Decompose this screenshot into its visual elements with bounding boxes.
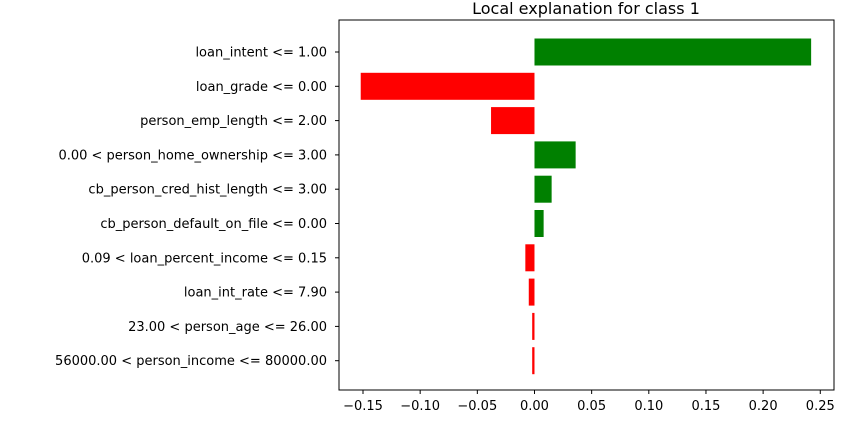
x-tick-label: −0.15: [343, 399, 383, 414]
y-tick-labels: loan_intent <= 1.00 loan_grade <= 0.00 per…: [55, 46, 339, 369]
bar: [532, 312, 535, 340]
bar: [491, 107, 535, 135]
x-tick-label: −0.05: [457, 399, 497, 414]
y-tick-label: person_emp_length <= 2.00: [140, 114, 327, 129]
x-tick-label: 0.20: [749, 399, 778, 414]
x-tick-label: 0.15: [691, 399, 720, 414]
bar: [534, 38, 812, 66]
bar: [525, 244, 535, 272]
x-axis-ticks: −0.15 −0.10 −0.05 0.00 0.05 0.10 0.15 0.20 0.25: [343, 390, 835, 414]
plot-frame: [338, 19, 835, 391]
y-tick-label: cb_person_cred_hist_length <= 3.00: [88, 183, 327, 198]
x-tick-label: 0.05: [577, 399, 606, 414]
y-tick-label: loan_intent <= 1.00: [195, 46, 327, 61]
x-tick-label: 0.25: [806, 399, 835, 414]
x-tick-label: 0.00: [520, 399, 549, 414]
y-tick-label: cb_person_default_on_file <= 0.00: [100, 217, 327, 232]
bar: [360, 72, 535, 100]
bar: [528, 278, 535, 306]
y-tick-label: 0.09 < loan_percent_income <= 0.15: [82, 251, 327, 266]
y-tick-label: loan_grade <= 0.00: [196, 80, 327, 95]
bar: [534, 141, 576, 169]
bar: [534, 210, 544, 237]
y-tick-label: loan_int_rate <= 7.90: [184, 286, 327, 301]
y-tick-label: 0.00 < person_home_ownership <= 3.00: [58, 148, 327, 163]
x-tick-label: 0.10: [634, 399, 663, 414]
chart-title: Local explanation for class 1: [472, 0, 700, 18]
bar: [532, 347, 535, 375]
x-tick-label: −0.10: [400, 399, 440, 414]
bar: [534, 175, 552, 203]
y-tick-label: 56000.00 < person_income <= 80000.00: [55, 354, 327, 369]
y-tick-label: 23.00 < person_age <= 26.00: [128, 320, 327, 335]
bars-group: [360, 38, 812, 375]
